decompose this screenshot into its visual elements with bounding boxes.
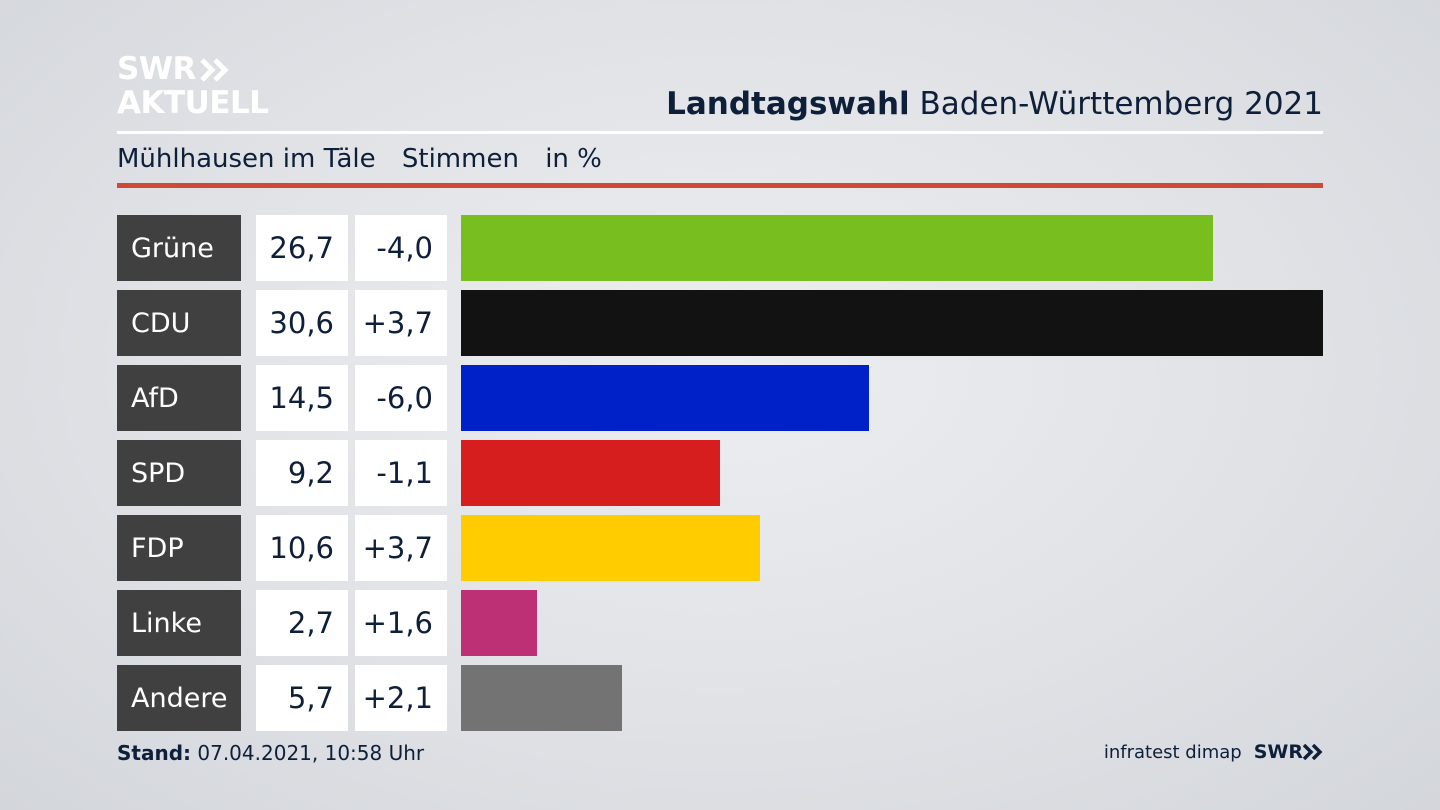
vote-share-label: 5,7 xyxy=(256,665,348,731)
swr-brand: SWR xyxy=(1253,741,1303,763)
double-chevron-icon xyxy=(200,57,229,82)
location-label: Mühlhausen im Täle xyxy=(117,144,376,174)
title-rest: Baden-Württemberg 2021 xyxy=(919,86,1323,122)
source-credit: infratest dimap SWR xyxy=(1104,741,1323,763)
logo-line2: AKTUELL xyxy=(117,85,269,121)
vote-share-label: 10,6 xyxy=(256,515,348,581)
party-label: Andere xyxy=(117,665,241,731)
change-label: -4,0 xyxy=(355,215,447,281)
change-label: +3,7 xyxy=(355,515,447,581)
party-label: AfD xyxy=(117,365,241,431)
party-label: SPD xyxy=(117,440,241,506)
double-chevron-icon xyxy=(1303,744,1323,760)
change-label: -6,0 xyxy=(355,365,447,431)
result-row: AfD 14,5 -6,0 xyxy=(117,365,1323,431)
vote-share-label: 26,7 xyxy=(256,215,348,281)
result-row: Linke 2,7 +1,6 xyxy=(117,590,1323,656)
swr-footer-logo: SWR xyxy=(1254,741,1323,763)
change-label: +3,7 xyxy=(355,290,447,356)
source-label: infratest dimap xyxy=(1103,741,1242,763)
change-label: +1,6 xyxy=(355,590,447,656)
party-label: CDU xyxy=(117,290,241,356)
result-row: SPD 9,2 -1,1 xyxy=(117,440,1323,506)
vote-share-bar xyxy=(461,215,1213,281)
vote-share-bar xyxy=(461,365,869,431)
party-label: Grüne xyxy=(117,215,241,281)
stand-value: 07.04.2021, 10:58 Uhr xyxy=(197,741,425,765)
subtitle: Mühlhausen im Täle Stimmen in % xyxy=(117,144,620,174)
vote-share-bar xyxy=(461,665,622,731)
vote-share-bar xyxy=(461,590,537,656)
party-label: FDP xyxy=(117,515,241,581)
timestamp: Stand: 07.04.2021, 10:58 Uhr xyxy=(117,741,424,765)
result-row: CDU 30,6 +3,7 xyxy=(117,290,1323,356)
measure-label: Stimmen xyxy=(401,144,519,174)
vote-share-bar xyxy=(461,515,760,581)
stand-label: Stand: xyxy=(117,741,192,765)
swr-aktuell-logo: SWR AKTUELL xyxy=(117,54,269,119)
vote-share-label: 9,2 xyxy=(256,440,348,506)
logo-line1: SWR xyxy=(117,51,196,87)
change-label: +2,1 xyxy=(355,665,447,731)
vote-share-bar xyxy=(461,290,1323,356)
party-label: Linke xyxy=(117,590,241,656)
unit-label: in % xyxy=(545,144,602,174)
result-row: FDP 10,6 +3,7 xyxy=(117,515,1323,581)
vote-share-label: 2,7 xyxy=(256,590,348,656)
vote-share-bar xyxy=(461,440,720,506)
result-row: Andere 5,7 +2,1 xyxy=(117,665,1323,731)
header-divider xyxy=(117,131,1323,134)
vote-share-label: 30,6 xyxy=(256,290,348,356)
page-title: Landtagswahl Baden-Württemberg 2021 xyxy=(666,86,1323,122)
vote-share-label: 14,5 xyxy=(256,365,348,431)
result-row: Grüne 26,7 -4,0 xyxy=(117,215,1323,281)
accent-divider xyxy=(117,183,1323,188)
title-bold: Landtagswahl xyxy=(666,86,910,122)
change-label: -1,1 xyxy=(355,440,447,506)
